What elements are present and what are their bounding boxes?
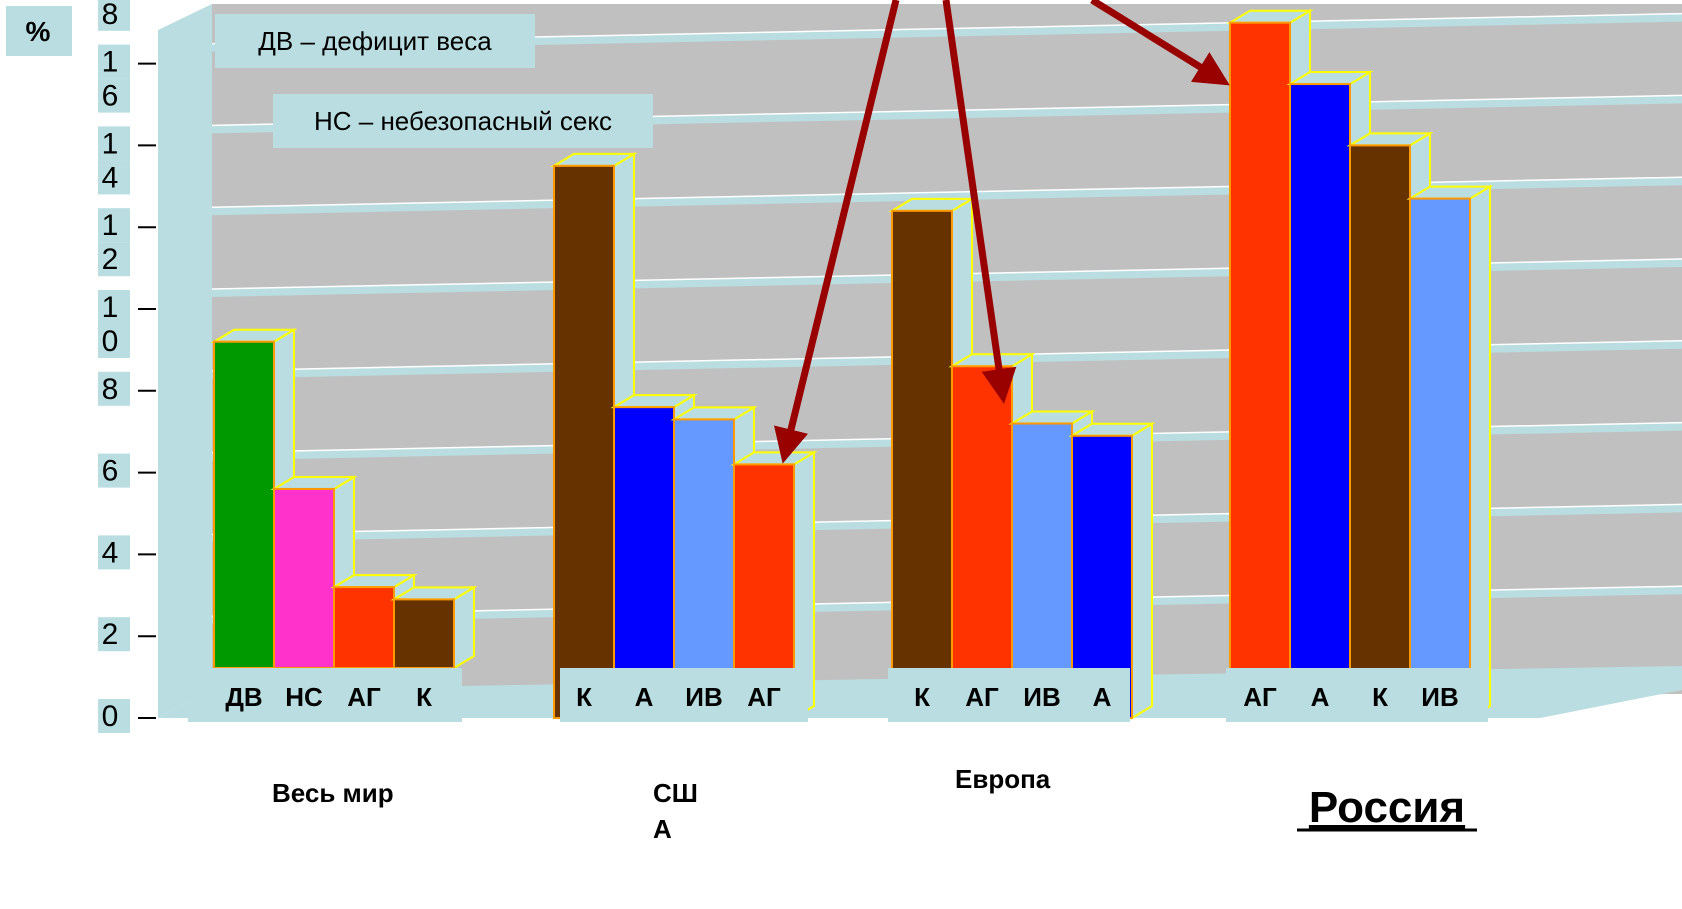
bar-А [1289,83,1351,720]
annotation-arrow-0 [773,0,900,464]
y-tick-label-16: 16 [98,44,130,113]
bar-АГ [951,365,1013,719]
y-tick-label-18: 18 [98,0,130,31]
y-tick-label-text: 0 [102,325,119,358]
group-name-1: А [653,814,672,844]
group-name-0: Весь мир [272,778,394,808]
bar-label-strip [188,668,462,722]
y-tick-label-bg [98,617,130,652]
y-tick-label-text: 6 [102,80,119,113]
bar-label-НС: НС [285,682,323,712]
group-name-1: СШ [653,778,698,808]
annotation-arrow-2 [1090,0,1230,86]
y-axis: 024681012141618 [98,0,156,733]
bar-group-2: К АГ ИВ А Европа [888,197,1156,794]
bar-label-ИВ: ИВ [685,682,722,712]
y-tick-label-bg [98,535,130,570]
bar-К [891,209,953,719]
bar-group-0: ДВ НС АГ К Весь мир [188,327,478,808]
bar-label-А: А [635,682,654,712]
y-tick-label-bg [98,208,130,243]
y-tick-label-text: 6 [102,455,119,488]
y-tick-label-bg [98,78,130,113]
y-tick-label-4: 4 [98,535,130,570]
annotation-arrow-1 [942,0,1017,404]
bar-ДВ [213,340,275,669]
y-tick-label-text: 8 [102,373,119,406]
y-tick-label-text: 1 [102,209,119,242]
y-tick-label-0: 0 [98,699,130,733]
y-tick-label-bg [98,160,130,195]
y-axis-unit-bg [6,6,72,56]
y-tick-label-text: 8 [102,0,119,31]
bar-label-ДВ: ДВ [225,682,262,712]
bar-label-А: А [1311,682,1330,712]
side-wall [158,4,212,718]
bar-group-3: АГ А К ИВ Россия [1226,8,1494,832]
bar-label-strip [888,668,1130,722]
y-tick-label-text: 2 [102,243,119,276]
legend-note-1: НС – небезопасный секс [314,106,612,136]
y-tick-label-text: 4 [102,161,119,194]
bar-group-1: К А ИВ АГ СШ А [550,152,818,844]
y-tick-label-bg [98,126,130,161]
bar-side [453,585,475,670]
bar-ИВ [1409,197,1471,719]
y-tick-label-12: 12 [98,208,130,277]
bar-К [393,598,455,670]
bar-label-К: К [1372,682,1388,712]
bar-side [1131,422,1153,720]
bar-label-ИВ: ИВ [1023,682,1060,712]
bar-label-К: К [576,682,592,712]
y-tick-label-6: 6 [98,453,130,488]
bar-label-А: А [1093,682,1112,712]
y-tick-label-bg [98,371,130,406]
y-tick-label-text: 4 [102,536,119,569]
y-tick-label-2: 2 [98,617,130,652]
y-tick-label-text: 0 [102,700,119,733]
group-name-3: Россия [1309,783,1465,832]
bar-label-strip [560,668,808,722]
bar-label-АГ: АГ [1243,682,1277,712]
bar-К [553,164,615,720]
y-tick-label-bg [98,453,130,488]
y-tick-label-bg [98,290,130,324]
y-tick-label-text: 1 [102,291,119,324]
y-tick-label-8: 8 [98,371,130,406]
y-tick-label-14: 14 [98,126,130,195]
bar-label-АГ: АГ [347,682,381,712]
y-tick-label-bg [98,0,130,31]
bar-НС [273,487,335,669]
bar-АГ [333,586,395,669]
y-tick-label-bg [98,44,130,79]
legend-note-0: ДВ – дефицит веса [258,26,492,56]
y-tick-label-10: 10 [98,290,130,358]
bar-label-АГ: АГ [965,682,999,712]
bar-label-strip [1226,668,1488,722]
y-tick-label-text: 1 [102,127,119,160]
gridline-edge-12 [211,176,1682,208]
y-axis-unit: % [26,16,51,47]
y-tick-label-bg [98,242,130,277]
group-name-2: Европа [955,764,1051,794]
y-tick-label-text: 1 [102,46,119,79]
legend-note-bg-1 [273,94,653,148]
y-tick-label-text: 2 [102,618,119,651]
bar-label-ИВ: ИВ [1421,682,1458,712]
bar-К [1349,144,1411,719]
y-tick-label-bg [98,699,130,733]
bar-label-К: К [416,682,432,712]
arrows [773,0,1230,464]
bar-АГ [1229,21,1291,719]
y-tick-label-bg [98,324,130,358]
bar-side [1469,184,1491,720]
bar-label-К: К [914,682,930,712]
bar-label-АГ: АГ [747,682,781,712]
legend-note-bg-0 [215,14,535,68]
